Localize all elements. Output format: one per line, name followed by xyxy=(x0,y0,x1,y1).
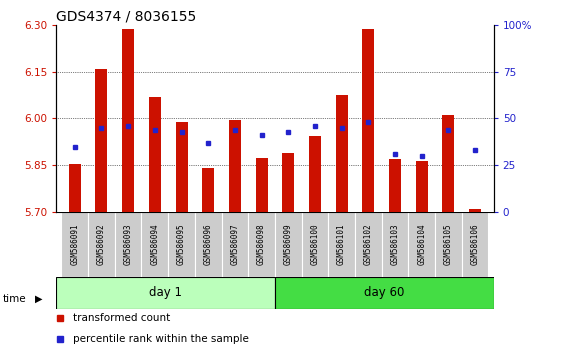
Bar xyxy=(256,158,268,212)
Bar xyxy=(362,29,374,212)
Text: GSM586102: GSM586102 xyxy=(364,224,373,265)
Text: GSM586093: GSM586093 xyxy=(123,224,132,265)
Text: transformed count: transformed count xyxy=(73,313,170,323)
Bar xyxy=(248,212,275,276)
Bar xyxy=(416,161,427,212)
Bar xyxy=(389,159,401,212)
Text: GSM586092: GSM586092 xyxy=(97,224,106,265)
Bar xyxy=(95,69,108,212)
Bar xyxy=(115,212,141,276)
Bar xyxy=(309,136,321,212)
Text: day 1: day 1 xyxy=(149,286,182,299)
Text: GSM586098: GSM586098 xyxy=(257,224,266,265)
Bar xyxy=(56,276,275,309)
Bar xyxy=(442,115,454,212)
Text: ▶: ▶ xyxy=(35,294,43,304)
Bar xyxy=(282,153,294,212)
Bar xyxy=(462,212,488,276)
Bar xyxy=(328,212,355,276)
Bar xyxy=(168,212,195,276)
Text: GSM586104: GSM586104 xyxy=(417,224,426,265)
Text: GSM586097: GSM586097 xyxy=(231,224,240,265)
Bar xyxy=(469,209,481,212)
Bar xyxy=(149,97,161,212)
Bar xyxy=(141,212,168,276)
Bar xyxy=(202,169,214,212)
Bar xyxy=(275,212,302,276)
Text: GSM586100: GSM586100 xyxy=(310,224,319,265)
Text: GSM586095: GSM586095 xyxy=(177,224,186,265)
Text: time: time xyxy=(3,294,26,304)
Bar xyxy=(176,122,187,212)
Bar xyxy=(122,29,134,212)
Text: GSM586103: GSM586103 xyxy=(390,224,399,265)
Text: GSM586106: GSM586106 xyxy=(471,224,480,265)
Text: day 60: day 60 xyxy=(364,286,404,299)
Bar xyxy=(229,120,241,212)
Bar xyxy=(275,276,494,309)
Bar xyxy=(408,212,435,276)
Bar xyxy=(222,212,248,276)
Text: GSM586105: GSM586105 xyxy=(444,224,453,265)
Text: GSM586099: GSM586099 xyxy=(284,224,293,265)
Bar xyxy=(381,212,408,276)
Bar xyxy=(355,212,381,276)
Bar xyxy=(435,212,462,276)
Text: percentile rank within the sample: percentile rank within the sample xyxy=(73,334,249,344)
Bar xyxy=(69,164,81,212)
Bar xyxy=(88,212,115,276)
Text: GDS4374 / 8036155: GDS4374 / 8036155 xyxy=(56,10,196,24)
Text: GSM586094: GSM586094 xyxy=(150,224,159,265)
Bar xyxy=(195,212,222,276)
Text: GSM586101: GSM586101 xyxy=(337,224,346,265)
Text: GSM586091: GSM586091 xyxy=(70,224,79,265)
Bar xyxy=(302,212,328,276)
Text: GSM586096: GSM586096 xyxy=(204,224,213,265)
Bar xyxy=(62,212,88,276)
Bar xyxy=(335,95,348,212)
